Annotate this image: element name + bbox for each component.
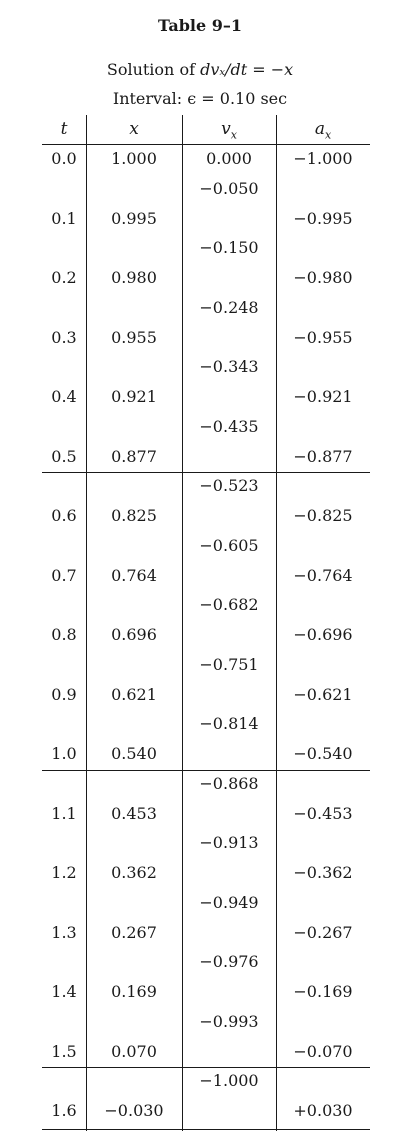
table-bottom-rule xyxy=(42,1129,370,1130)
header-x: x xyxy=(129,119,139,139)
cell-x: 0.921 xyxy=(111,387,157,406)
cell-t: 0.7 xyxy=(51,566,77,585)
cell-ax: −0.621 xyxy=(293,685,353,704)
data-table: t x vx ax 0.0 1.000 0.000 −1.000 0.1 0.995 −0.… xyxy=(42,115,370,1131)
cell-vx-half-step: −0.605 xyxy=(199,536,259,555)
table-title: Table 9–1 xyxy=(157,16,243,35)
table-subtitle-interval: Interval: ϵ = 0.10 sec xyxy=(0,89,400,108)
cell-t: 0.5 xyxy=(51,447,77,466)
cell-t: 1.3 xyxy=(51,923,77,942)
header-vx: vx xyxy=(182,119,276,145)
cell-vx-half-step: −0.248 xyxy=(199,298,259,317)
section-rule-1 xyxy=(42,472,370,473)
cell-x: 0.362 xyxy=(111,863,157,882)
cell-ax: −0.070 xyxy=(293,1042,353,1061)
column-divider-t-x xyxy=(86,115,87,1131)
column-divider-v-a xyxy=(276,115,277,1131)
interval-label: Interval: xyxy=(112,89,188,108)
cell-ax: −1.000 xyxy=(293,149,353,168)
cell-x: 0.696 xyxy=(111,625,157,644)
column-divider-x-v xyxy=(182,115,183,1131)
cell-t: 0.4 xyxy=(51,387,77,406)
cell-x: −0.030 xyxy=(104,1101,164,1120)
cell-t: 0.6 xyxy=(51,506,77,525)
cell-vx-half-step: −0.050 xyxy=(199,179,259,198)
cell-t: 1.6 xyxy=(51,1101,77,1120)
cell-vx-half-step: −0.814 xyxy=(199,714,259,733)
cell-t: 0.0 xyxy=(51,149,77,168)
section-rule-2 xyxy=(42,770,370,771)
cell-x: 0.070 xyxy=(111,1042,157,1061)
interval-value: ϵ = 0.10 sec xyxy=(187,89,288,108)
cell-t: 1.4 xyxy=(51,982,77,1001)
cell-x: 0.877 xyxy=(111,447,157,466)
cell-t: 0.8 xyxy=(51,625,77,644)
cell-t: 1.2 xyxy=(51,863,77,882)
cell-t: 0.1 xyxy=(51,209,77,228)
header-rule xyxy=(42,144,370,145)
cell-x: 0.621 xyxy=(111,685,157,704)
cell-ax: +0.030 xyxy=(293,1101,353,1120)
cell-ax: −0.877 xyxy=(293,447,353,466)
cell-x: 0.169 xyxy=(111,982,157,1001)
header-a-symbol: a xyxy=(314,119,325,139)
subtitle-prefix: Solution of xyxy=(106,60,201,79)
cell-ax: −0.169 xyxy=(293,982,353,1001)
cell-x: 0.825 xyxy=(111,506,157,525)
cell-x: 0.453 xyxy=(111,804,157,823)
cell-vx-half-step: −0.682 xyxy=(199,595,259,614)
cell-vx-half-step: −0.976 xyxy=(199,952,259,971)
cell-vx: 0.000 xyxy=(206,149,252,168)
cell-x: 0.764 xyxy=(111,566,157,585)
cell-ax: −0.267 xyxy=(293,923,353,942)
cell-vx-half-step: −0.150 xyxy=(199,238,259,257)
cell-x: 1.000 xyxy=(111,149,157,168)
section-rule-3 xyxy=(42,1067,370,1068)
cell-ax: −0.453 xyxy=(293,804,353,823)
cell-vx-half-step: −0.868 xyxy=(199,774,259,793)
cell-ax: −0.980 xyxy=(293,268,353,287)
header-a-subscript: x xyxy=(324,128,332,142)
cell-ax: −0.921 xyxy=(293,387,353,406)
table-subtitle-equation: Solution of dvₓ/dt = −x xyxy=(0,60,400,79)
cell-t: 0.2 xyxy=(51,268,77,287)
cell-x: 0.980 xyxy=(111,268,157,287)
cell-vx-half-step: −0.913 xyxy=(199,833,259,852)
header-v-subscript: x xyxy=(230,128,237,142)
cell-vx-half-step: −0.751 xyxy=(199,655,259,674)
cell-x: 0.267 xyxy=(111,923,157,942)
cell-t: 0.3 xyxy=(51,328,77,347)
header-ax: ax xyxy=(276,119,370,145)
cell-vx-half-step: −0.949 xyxy=(199,893,259,912)
cell-x: 0.955 xyxy=(111,328,157,347)
cell-vx-half-step: −0.435 xyxy=(199,417,259,436)
cell-vx-half-step: −1.000 xyxy=(199,1071,259,1090)
cell-vx-half-step: −0.523 xyxy=(199,476,259,495)
cell-t: 1.5 xyxy=(51,1042,77,1061)
cell-vx-half-step: −0.343 xyxy=(199,357,259,376)
cell-ax: −0.362 xyxy=(293,863,353,882)
cell-ax: −0.825 xyxy=(293,506,353,525)
cell-x: 0.540 xyxy=(111,744,157,763)
cell-ax: −0.696 xyxy=(293,625,353,644)
cell-ax: −0.540 xyxy=(293,744,353,763)
header-v-symbol: v xyxy=(221,119,231,139)
cell-t: 1.0 xyxy=(51,744,77,763)
cell-x: 0.995 xyxy=(111,209,157,228)
cell-ax: −0.995 xyxy=(293,209,353,228)
cell-ax: −0.764 xyxy=(293,566,353,585)
cell-vx-half-step: −0.993 xyxy=(199,1012,259,1031)
cell-ax: −0.955 xyxy=(293,328,353,347)
header-t: t xyxy=(60,119,68,139)
cell-t: 1.1 xyxy=(51,804,77,823)
cell-t: 0.9 xyxy=(51,685,77,704)
subtitle-equation: dvₓ/dt = −x xyxy=(200,60,294,79)
